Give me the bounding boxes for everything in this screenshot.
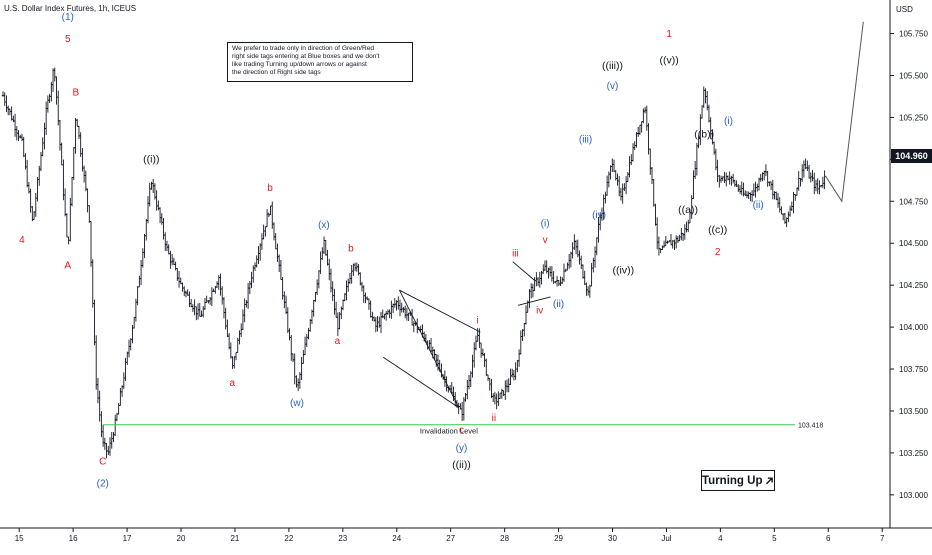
wave-label: 4 — [19, 235, 25, 246]
x-tick-label: 15 — [15, 534, 24, 543]
wave-label: ((iv)) — [613, 264, 635, 276]
y-tick-label: 105.500 — [899, 71, 928, 80]
wave-label: (v) — [607, 81, 619, 92]
wave-label: b — [348, 244, 354, 255]
currency-label: USD — [896, 5, 913, 14]
triangle-line — [518, 296, 551, 306]
y-tick-label: 103.500 — [899, 407, 928, 416]
x-tick-label: 17 — [123, 534, 132, 543]
x-tick-label: 27 — [446, 534, 455, 543]
x-tick-label: Jul — [661, 534, 671, 543]
wave-label: a — [335, 336, 341, 347]
wave-label: v — [543, 235, 548, 246]
y-tick-label: 103.250 — [899, 449, 928, 458]
wave-label: b — [267, 183, 273, 194]
x-tick-label: 5 — [772, 534, 777, 543]
turning-up-badge: Turning Up — [701, 470, 775, 491]
wave-label: (w) — [290, 398, 304, 409]
wave-label: iii — [512, 249, 519, 260]
wave-label: 5 — [65, 34, 71, 45]
wave-label: (i) — [541, 218, 550, 229]
wave-label: (1) — [62, 12, 74, 23]
x-tick-label: 23 — [338, 534, 347, 543]
wave-label: 2 — [715, 247, 721, 258]
wave-label: (x) — [318, 220, 330, 231]
wave-label: (y) — [456, 443, 468, 454]
x-tick-label: 30 — [608, 534, 617, 543]
chart-title: U.S. Dollar Index Futures, 1h, ICEUS — [4, 4, 137, 13]
triangle-line — [512, 261, 535, 281]
x-tick-label: 6 — [826, 534, 831, 543]
projection-path — [825, 21, 864, 203]
wave-label: c — [459, 425, 464, 436]
wave-label: B — [72, 88, 79, 99]
y-tick-label: 105.250 — [899, 113, 928, 122]
x-tick-label: 20 — [177, 534, 186, 543]
wave-label: (ii) — [553, 299, 564, 310]
wave-label: ((b)) — [694, 129, 714, 141]
x-tick-label: 29 — [554, 534, 563, 543]
wave-label: ((c)) — [708, 224, 727, 236]
turning-up-label: Turning Up — [702, 474, 763, 487]
wave-label: (iv) — [592, 210, 606, 221]
wave-label: (i) — [724, 116, 733, 127]
wave-label: 1 — [666, 29, 672, 40]
channel-line — [383, 356, 460, 408]
y-tick-label: 104.750 — [899, 197, 928, 206]
invalidation-label: Invalidation Level — [420, 427, 478, 436]
x-tick-label: 21 — [230, 534, 239, 543]
wave-label: ((a)) — [678, 204, 698, 216]
wave-label: a — [229, 378, 235, 389]
x-tick-label: 28 — [500, 534, 509, 543]
x-tick-label: 16 — [69, 534, 78, 543]
wave-label: (ii) — [753, 200, 764, 211]
y-tick-label: 104.000 — [899, 323, 928, 332]
y-tick-label: 105.750 — [899, 30, 928, 39]
x-tick-label: 24 — [392, 534, 401, 543]
y-tick-label: 103.000 — [899, 491, 928, 500]
wave-label: ((v)) — [660, 55, 679, 67]
trading-note: We prefer to trade only in direction of … — [227, 42, 413, 82]
wave-label: ((i)) — [143, 154, 159, 166]
wave-label: (iii) — [579, 135, 592, 146]
x-tick-label: 4 — [718, 534, 723, 543]
y-tick-label: 104.500 — [899, 239, 928, 248]
arrow-up-right-icon — [766, 476, 774, 484]
wave-label: C — [99, 457, 106, 468]
channel-line — [399, 289, 481, 333]
x-tick-label: 7 — [880, 534, 885, 543]
wave-label: ((iii)) — [602, 60, 623, 72]
x-tick-label: 22 — [284, 534, 293, 543]
wave-label: A — [64, 260, 71, 271]
invalidation-value: 103.418 — [798, 423, 823, 430]
wave-label: ((ii)) — [452, 459, 471, 471]
wave-label: (2) — [97, 478, 109, 489]
wave-label: ii — [492, 413, 496, 424]
wave-label: i — [477, 316, 479, 327]
channel-line — [399, 289, 460, 408]
current-price-tag: 104.960 — [891, 149, 932, 163]
y-tick-label: 103.750 — [899, 365, 928, 374]
wave-label: iv — [536, 306, 543, 317]
y-tick-label: 104.250 — [899, 281, 928, 290]
